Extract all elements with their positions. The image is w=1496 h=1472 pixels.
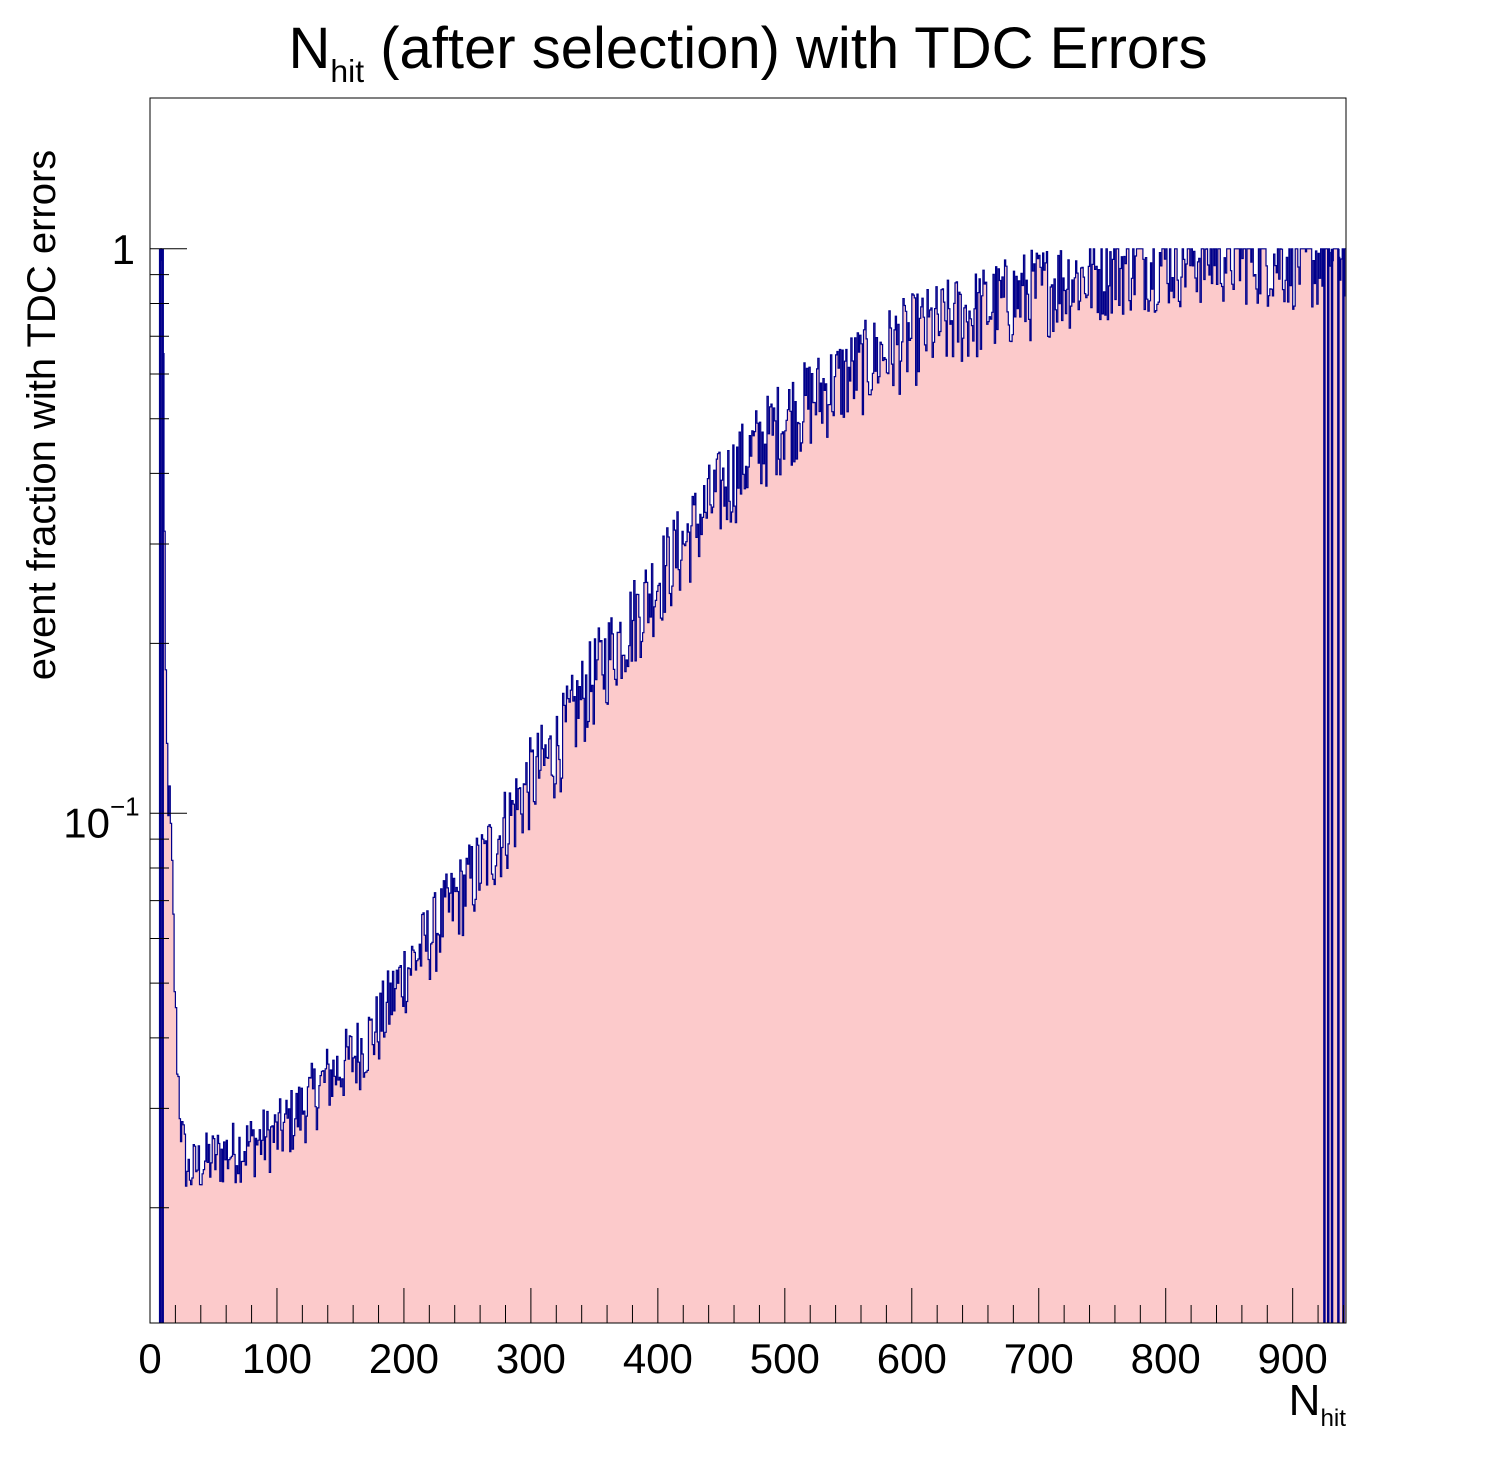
title-subscript: hit [330, 53, 365, 90]
x-tick-label: 0 [138, 1335, 161, 1382]
spike-layer [158, 248, 1345, 1323]
y-axis-label: event fraction with TDC errors [20, 149, 64, 681]
plot-frame [149, 97, 1347, 1324]
y-axis: 1 10 −1 [63, 226, 187, 1209]
x-tick-label: 700 [1004, 1335, 1074, 1382]
x-tick-label: 200 [369, 1335, 439, 1382]
x-tick-label: 400 [623, 1335, 693, 1382]
x-axis-label-main: N [1288, 1376, 1321, 1425]
x-axis-label-subscript: hit [1320, 1404, 1346, 1432]
x-tick-label: 100 [242, 1335, 312, 1382]
x-tick-label: 800 [1131, 1335, 1201, 1382]
x-tick-label: 300 [496, 1335, 566, 1382]
chart-title: Nhit (after selection) with TDC Errors [0, 14, 1496, 92]
x-tick-label: 500 [750, 1335, 820, 1382]
histogram-layer [160, 248, 1347, 1323]
x-tick-label: 900 [1258, 1335, 1328, 1382]
y-tick-label-exponent: −1 [110, 791, 140, 821]
histogram-fill [160, 248, 1347, 1323]
x-axis-label: Nhit [1289, 1376, 1346, 1433]
histogram-outline [160, 248, 1346, 1187]
x-tick-label: 600 [877, 1335, 947, 1382]
title-rest: (after selection) with TDC Errors [364, 16, 1208, 81]
y-tick-label-tenth: 10 [63, 799, 110, 846]
x-axis: 0 100 200 300 400 500 600 700 800 900 [138, 1288, 1344, 1382]
title-main: N [288, 16, 331, 81]
y-tick-label-one: 1 [112, 226, 135, 273]
